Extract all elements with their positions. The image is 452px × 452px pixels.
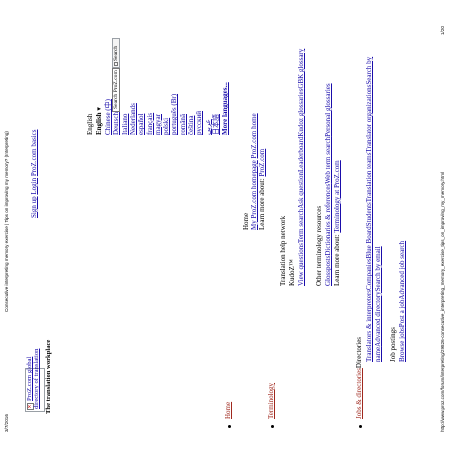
terminology-link[interactable]: View questions — [297, 243, 305, 286]
bullet — [228, 425, 231, 428]
terminology-at-proz-link[interactable]: Terminology at ProZ.com — [333, 160, 341, 233]
language-option[interactable]: Chinese (中) — [104, 99, 112, 135]
resource-link[interactable]: Dictionaries & references — [324, 183, 332, 256]
my-homepage-link[interactable]: My ProZ.com homepage — [250, 160, 258, 230]
terminology-links-row: View questionsTerm searchAsk questionLea… — [297, 48, 305, 286]
directory-link[interactable]: Search by — [365, 56, 373, 85]
job-postings-label: Job postings — [389, 327, 397, 362]
logo-alt-line2: directory of translation — [33, 348, 40, 409]
directories-label: Directories — [355, 336, 363, 369]
home-learn-more: Learn more about: ProZ.com — [258, 148, 266, 230]
language-option[interactable]: Nederlands — [128, 103, 137, 135]
terminology-link[interactable]: Leaderboard — [297, 136, 305, 173]
directory-link[interactable]: Blue Board — [365, 226, 373, 259]
learn-proz-link[interactable]: ProZ.com — [258, 148, 266, 177]
login-link[interactable]: Login — [30, 177, 38, 195]
directory-links-row1: Translators & interpretersCompaniesBlue … — [365, 56, 373, 362]
job-posting-link[interactable]: Browse jobs — [398, 327, 406, 362]
language-option[interactable]: čeština — [187, 115, 195, 135]
directory-link[interactable]: Companies — [365, 258, 373, 290]
home-menu-links: My ProZ.com homepage ProZ.com home — [250, 113, 258, 230]
language-option[interactable]: русский — [195, 110, 204, 135]
language-label: English — [86, 113, 94, 135]
proz-logo-image[interactable]: × ProZ.com global directory of translati… — [25, 349, 45, 412]
broken-image-icon — [113, 62, 118, 66]
home-menu-title: Home — [242, 212, 250, 230]
nav-jobs-directories-link[interactable]: Jobs & directories — [355, 368, 363, 419]
terminology-link[interactable]: Ask question — [297, 172, 305, 209]
terminology-link[interactable]: GBK glossary — [297, 48, 305, 89]
print-page-number: 1/20 — [440, 26, 445, 35]
directory-link[interactable]: name — [374, 346, 382, 362]
resource-link[interactable]: Glossposts — [324, 255, 332, 286]
directory-link[interactable]: Translation teams — [365, 152, 373, 203]
language-option[interactable]: عربي — [203, 119, 212, 135]
language-option[interactable]: español — [137, 113, 146, 135]
print-page-title: Consecutive interpreting memory exercise… — [4, 131, 9, 312]
terminology-link[interactable]: Term search — [297, 208, 305, 244]
language-option[interactable]: 日本語 — [211, 114, 220, 135]
proz-home-link[interactable]: ProZ.com home — [250, 113, 258, 159]
other-resources-heading: Other terminology resources — [315, 205, 323, 286]
terminology-link[interactable]: Kudoz glossaries — [297, 88, 305, 137]
language-selected[interactable]: English ▾ — [95, 107, 103, 135]
directory-link[interactable]: Translators & interpreters — [365, 289, 373, 362]
bullet — [271, 425, 274, 428]
directory-links-row2: nameAdvanced directorySearch by email — [374, 246, 382, 362]
job-posting-links-row: Browse jobsPost a jobAdvanced job search — [398, 240, 406, 362]
job-posting-link[interactable]: Post a job — [398, 299, 406, 328]
directory-link[interactable]: Search by email — [374, 246, 382, 292]
site-tagline: The translation workplace — [45, 339, 52, 414]
language-option[interactable]: magyar — [153, 114, 162, 135]
directory-link[interactable]: Translator organizations — [365, 84, 373, 153]
more-languages-link[interactable]: More languages... — [221, 82, 230, 135]
resources-links-row: GlosspostsDictionaries & referencesWeb t… — [324, 83, 332, 286]
bullet — [359, 425, 362, 428]
job-posting-link[interactable]: Advanced job search — [398, 240, 406, 300]
language-option[interactable]: Italiano — [120, 113, 129, 135]
terminology-learn-more: Learn more about: Terminology at ProZ.co… — [333, 160, 341, 286]
print-url: http://www.proz.com/forum/interpreting/2… — [440, 171, 445, 432]
nav-terminology-link[interactable]: Terminology — [267, 382, 275, 419]
kudoz-label: KudoZ™ — [288, 259, 296, 286]
proz-basics-link[interactable]: ProZ.com basics — [30, 129, 38, 177]
terminology-help-heading: Translation help network — [279, 215, 287, 286]
search-button[interactable]: Search — [112, 38, 120, 68]
search-input[interactable]: Search ProZ.com — [112, 68, 120, 112]
language-option[interactable]: polski — [162, 117, 171, 135]
language-option[interactable]: português (Br) — [170, 93, 179, 135]
jobs-directories-row: Jobs & directoriesDirectories — [355, 336, 363, 419]
resource-link[interactable]: Web term search — [324, 136, 332, 184]
language-option[interactable]: français — [145, 112, 154, 135]
account-links: Sign up Login ProZ.com basics — [30, 129, 38, 219]
language-option[interactable]: Deutsch — [112, 112, 121, 135]
sign-up-link[interactable]: Sign up — [30, 196, 38, 218]
directory-link[interactable]: Advanced directory — [374, 291, 382, 347]
directory-link[interactable]: Students — [365, 202, 373, 227]
language-option[interactable]: română — [178, 114, 187, 135]
resource-link[interactable]: Personal glossaries — [324, 83, 332, 137]
print-date: 3/7/2016 — [4, 414, 9, 432]
nav-home-link[interactable]: Home — [224, 401, 232, 419]
